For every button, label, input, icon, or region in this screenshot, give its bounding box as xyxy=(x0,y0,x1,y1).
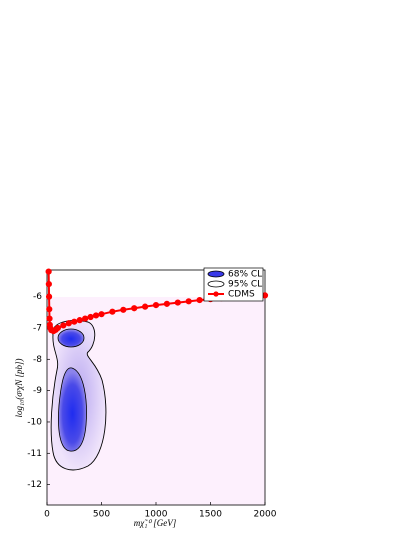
series-marker xyxy=(60,322,67,329)
legend-symbol xyxy=(207,270,225,278)
x-tick-label: 1000 xyxy=(145,510,168,520)
series-marker xyxy=(45,293,53,300)
y-tick-label: -7 xyxy=(33,323,42,333)
legend-label: 68% CL xyxy=(228,270,262,280)
series-marker xyxy=(120,306,127,313)
series-marker xyxy=(174,299,181,306)
x-tick-label: 2000 xyxy=(254,510,277,520)
legend-label: 95% CL xyxy=(228,280,262,290)
series-marker xyxy=(185,298,192,305)
series-marker xyxy=(163,300,170,307)
y-axis-label: log₁₀(σᵖχ̃N [pb]) xyxy=(14,359,24,418)
series-marker xyxy=(92,312,100,319)
series-marker xyxy=(131,305,138,312)
contours xyxy=(50,320,107,471)
series-marker xyxy=(76,317,83,324)
series-marker xyxy=(109,308,116,315)
series-marker xyxy=(82,315,89,322)
y-tick-label: -9 xyxy=(33,386,42,396)
series-marker xyxy=(142,303,149,310)
y-tick-label: -8 xyxy=(33,355,42,365)
series-marker xyxy=(46,306,53,313)
series-marker xyxy=(152,301,160,309)
series-marker xyxy=(196,296,203,304)
series-marker xyxy=(45,268,52,275)
legend-symbol xyxy=(213,291,219,297)
x-tick-label: 500 xyxy=(93,510,110,520)
series-marker xyxy=(71,318,78,325)
contour-68 xyxy=(58,367,87,452)
x-axis-label: mχ̃₁⁰ [GeV] xyxy=(134,518,177,528)
series-marker xyxy=(46,315,53,322)
series-marker xyxy=(87,313,94,321)
legend-symbol xyxy=(207,280,225,288)
contour-68 xyxy=(57,328,85,348)
series-marker xyxy=(98,311,105,318)
y-tick-label: -12 xyxy=(27,480,42,490)
y-tick-label: -10 xyxy=(27,417,42,427)
x-tick-label: 1500 xyxy=(199,510,222,520)
y-tick-label: -6 xyxy=(33,292,42,302)
series-marker xyxy=(65,320,72,327)
y-tick-label: -11 xyxy=(27,449,42,459)
x-tick-label: 0 xyxy=(44,510,50,520)
series-marker xyxy=(54,324,62,332)
legend-label: CDMS xyxy=(228,290,255,300)
series-marker xyxy=(45,281,52,288)
